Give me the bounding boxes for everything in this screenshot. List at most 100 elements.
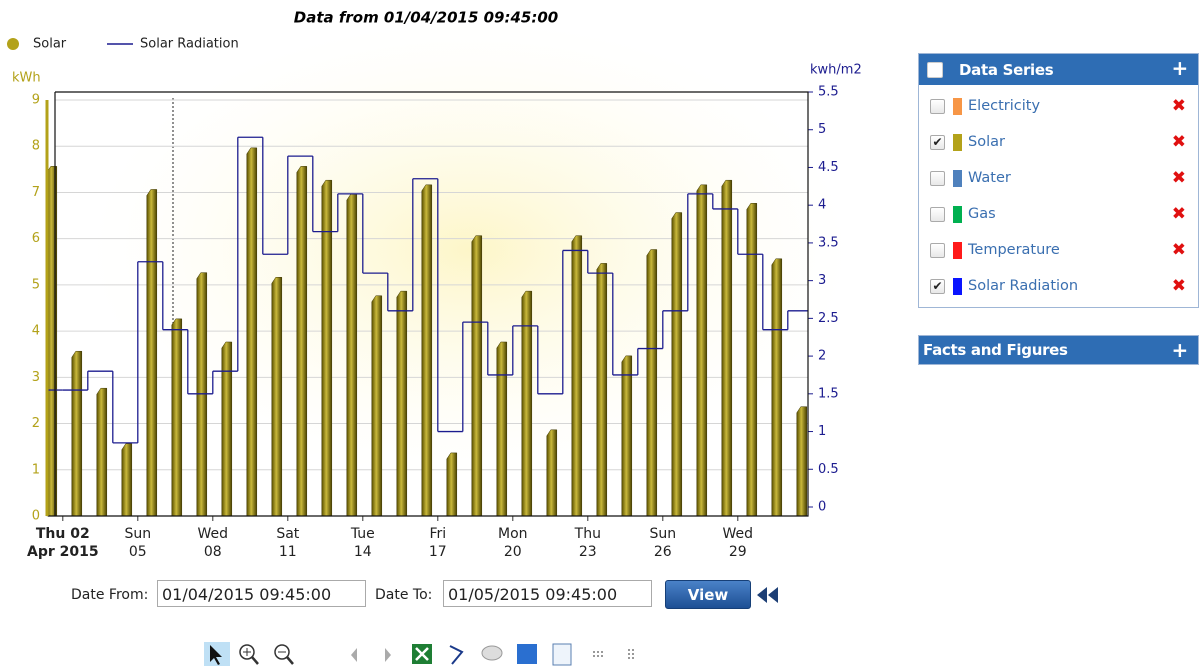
remove-button[interactable]: ✖: [1171, 276, 1186, 296]
bar: [621, 355, 633, 517]
series-icon[interactable]: [449, 645, 464, 665]
series-checkbox[interactable]: [930, 170, 945, 186]
bar: [446, 452, 458, 517]
legend-marker: [7, 38, 19, 50]
y2-tick-label: 5.5: [818, 85, 839, 100]
rewind-icon: [757, 587, 778, 603]
bar: [421, 184, 433, 517]
x-tick-label: Thu 02: [36, 526, 90, 542]
date-from-input[interactable]: 01/04/2015 09:45:00: [157, 580, 366, 607]
y2-tick-label: 0: [818, 500, 826, 515]
bar: [571, 235, 583, 517]
series-swatch: [953, 277, 962, 295]
series-checkbox[interactable]: ✔: [930, 278, 945, 294]
remove-button[interactable]: ✖: [1171, 204, 1186, 224]
series-checkbox[interactable]: [930, 206, 945, 222]
series-list: Electricity ✖ ✔ Solar ✖ Water ✖ Gas ✖ Temperature…: [919, 85, 1198, 307]
bar: [371, 295, 383, 517]
y-axis-label: kWh: [12, 71, 41, 86]
bar: [746, 203, 758, 517]
bar: [221, 341, 233, 517]
y-tick-label: 6: [32, 231, 40, 246]
x-tick-label: 08: [204, 544, 222, 560]
y2-tick-label: 1.5: [818, 386, 839, 401]
panel-header[interactable]: Data Series +: [919, 54, 1198, 85]
remove-button[interactable]: ✖: [1171, 240, 1186, 260]
series-label[interactable]: Temperature: [968, 242, 1060, 258]
y2-tick-label: 4: [818, 198, 826, 213]
bar: [171, 318, 183, 517]
expand-icon[interactable]: +: [1171, 56, 1189, 80]
y2-tick-label: 3.5: [818, 235, 839, 250]
series-item: ✔ Solar ✖: [919, 124, 1198, 160]
series-checkbox[interactable]: [930, 242, 945, 258]
more-icon[interactable]: [593, 651, 603, 657]
date-to-input[interactable]: 01/05/2015 09:45:00: [443, 580, 652, 607]
bar: [321, 179, 333, 517]
x-tick-label: 26: [654, 544, 672, 560]
panel-title: Data Series: [959, 60, 1054, 79]
y-tick-label: 0: [32, 509, 40, 524]
expand-icon[interactable]: +: [1171, 338, 1189, 362]
bar: [471, 235, 483, 517]
y2-axis-label: kwh/m2: [810, 63, 862, 78]
zoom-in-icon[interactable]: [239, 644, 255, 660]
series-label[interactable]: Electricity: [968, 98, 1041, 114]
view-button[interactable]: View: [665, 580, 751, 609]
bar: [671, 212, 683, 517]
chart: Data from 01/04/2015 09:45:00 0123456789…: [7, 9, 862, 666]
zoom-handle: [286, 656, 294, 665]
chart-title: Data from 01/04/2015 09:45:00: [294, 9, 558, 27]
series-item: ✔ Solar Radiation ✖: [919, 268, 1198, 304]
pointer-icon: [210, 645, 222, 665]
rewind-button[interactable]: [755, 585, 781, 605]
y2-tick-label: 1: [818, 424, 826, 439]
bar: [246, 147, 258, 517]
export-icon[interactable]: [517, 644, 537, 664]
bar: [146, 189, 158, 517]
remove-button[interactable]: ✖: [1171, 132, 1186, 152]
y-tick-label: 5: [32, 277, 40, 292]
zoom-out-icon[interactable]: [274, 644, 290, 660]
excel-mark: [415, 647, 429, 661]
panel-header[interactable]: Facts and Figures +: [919, 336, 1198, 364]
plus-sign: [243, 648, 251, 656]
report-icon[interactable]: [552, 643, 572, 666]
series-swatch: [953, 169, 962, 187]
comment-icon[interactable]: [481, 645, 503, 661]
y2-tick-label: 2: [818, 349, 826, 364]
y-tick-label: 4: [32, 324, 40, 339]
more-icon[interactable]: [628, 649, 634, 659]
y-tick-label: 7: [32, 185, 40, 200]
legend-label: Solar Radiation: [140, 37, 239, 52]
y-tick-label: 1: [32, 462, 40, 477]
x-tick-label: Sun: [124, 526, 151, 542]
remove-button[interactable]: ✖: [1171, 96, 1186, 116]
bar: [696, 184, 708, 517]
series-label[interactable]: Solar Radiation: [968, 278, 1079, 294]
remove-button[interactable]: ✖: [1171, 168, 1186, 188]
bar: [71, 350, 83, 517]
series-checkbox[interactable]: [930, 98, 945, 114]
y2-tick-label: 2.5: [818, 311, 839, 326]
series-label[interactable]: Gas: [968, 206, 996, 222]
date-to-label: Date To:: [375, 587, 433, 603]
series-checkbox[interactable]: ✔: [930, 134, 945, 150]
x-tick-label: Wed: [723, 526, 754, 542]
series-item: Temperature ✖: [919, 232, 1198, 268]
prev-icon[interactable]: [351, 648, 357, 662]
y2-tick-label: 0.5: [818, 462, 839, 477]
x-tick-label: Tue: [350, 526, 375, 542]
x-tick-label: Sun: [649, 526, 676, 542]
select-all-checkbox[interactable]: [927, 61, 943, 78]
series-label[interactable]: Water: [968, 170, 1011, 186]
bar: [396, 290, 408, 517]
x-tick-label: Wed: [198, 526, 229, 542]
facts-panel: Facts and Figures +: [918, 335, 1199, 365]
series-label[interactable]: Solar: [968, 134, 1005, 150]
x-tick-label: Fri: [429, 526, 446, 542]
x-tick-label: 23: [579, 544, 597, 560]
bar: [296, 166, 308, 517]
next-icon[interactable]: [385, 648, 391, 662]
